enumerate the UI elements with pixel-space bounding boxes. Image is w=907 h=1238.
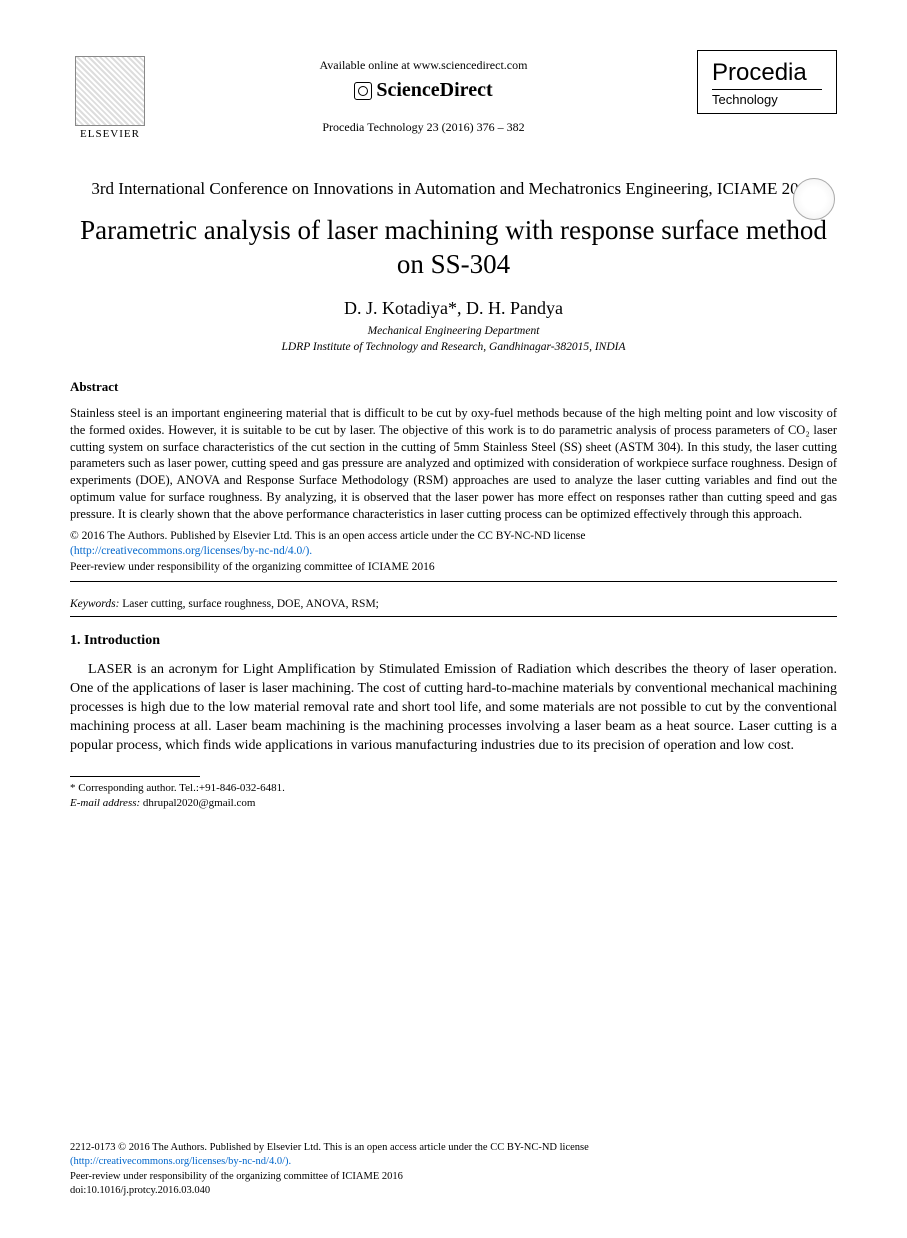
footer-issn: 2212-0173 © 2016 The Authors. Published … <box>70 1142 589 1153</box>
crossmark-icon[interactable] <box>793 178 835 220</box>
peer-review-line: Peer-review under responsibility of the … <box>70 561 435 573</box>
conference-name: 3rd International Conference on Innovati… <box>70 178 837 200</box>
abstract-heading: Abstract <box>70 379 837 395</box>
paper-title: Parametric analysis of laser machining w… <box>70 214 837 282</box>
affiliation: Mechanical Engineering Department LDRP I… <box>70 323 837 355</box>
introduction-text: LASER is an acronym for Light Amplificat… <box>70 661 837 755</box>
sciencedirect-text: ScienceDirect <box>376 79 492 102</box>
footer-doi: doi:10.1016/j.protcy.2016.03.040 <box>70 1185 210 1196</box>
affiliation-dept: Mechanical Engineering Department <box>368 325 540 337</box>
footer-license-link[interactable]: (http://creativecommons.org/licenses/by-… <box>70 1156 291 1167</box>
sciencedirect-icon <box>354 82 372 100</box>
keywords-text: Laser cutting, surface roughness, DOE, A… <box>119 598 378 610</box>
keywords-label: Keywords: <box>70 598 119 610</box>
journal-reference: Procedia Technology 23 (2016) 376 – 382 <box>150 120 697 135</box>
email-label: E-mail address: <box>70 797 140 809</box>
introduction-heading: 1. Introduction <box>70 633 837 649</box>
copyright-block: © 2016 The Authors. Published by Elsevie… <box>70 529 837 576</box>
header-row: ELSEVIER Available online at www.science… <box>70 50 837 140</box>
footnote-block: * Corresponding author. Tel.:+91-846-032… <box>70 781 837 812</box>
affiliation-inst: LDRP Institute of Technology and Researc… <box>282 341 626 353</box>
authors: D. J. Kotadiya*, D. H. Pandya <box>70 298 837 319</box>
divider-bottom <box>70 616 837 617</box>
page-footer: 2212-0173 © 2016 The Authors. Published … <box>70 1141 837 1198</box>
divider-top <box>70 581 837 582</box>
procedia-logo: Procedia Technology <box>697 50 837 114</box>
license-link[interactable]: (http://creativecommons.org/licenses/by-… <box>70 545 312 557</box>
footnote-rule <box>70 776 200 777</box>
footer-peer-review: Peer-review under responsibility of the … <box>70 1171 403 1182</box>
procedia-subtitle: Technology <box>712 89 822 107</box>
keywords-line: Keywords: Laser cutting, surface roughne… <box>70 598 837 610</box>
email-address: dhrupal2020@gmail.com <box>140 797 255 809</box>
procedia-title: Procedia <box>712 61 822 85</box>
abstract-text: Stainless steel is an important engineer… <box>70 405 837 523</box>
copyright-line: © 2016 The Authors. Published by Elsevie… <box>70 530 586 542</box>
sciencedirect-logo: ScienceDirect <box>354 79 492 102</box>
center-header: Available online at www.sciencedirect.co… <box>150 50 697 135</box>
available-online: Available online at www.sciencedirect.co… <box>150 58 697 73</box>
elsevier-tree-icon <box>75 56 145 126</box>
elsevier-text: ELSEVIER <box>80 128 140 140</box>
elsevier-logo: ELSEVIER <box>70 50 150 140</box>
corresponding-author: * Corresponding author. Tel.:+91-846-032… <box>70 782 285 794</box>
